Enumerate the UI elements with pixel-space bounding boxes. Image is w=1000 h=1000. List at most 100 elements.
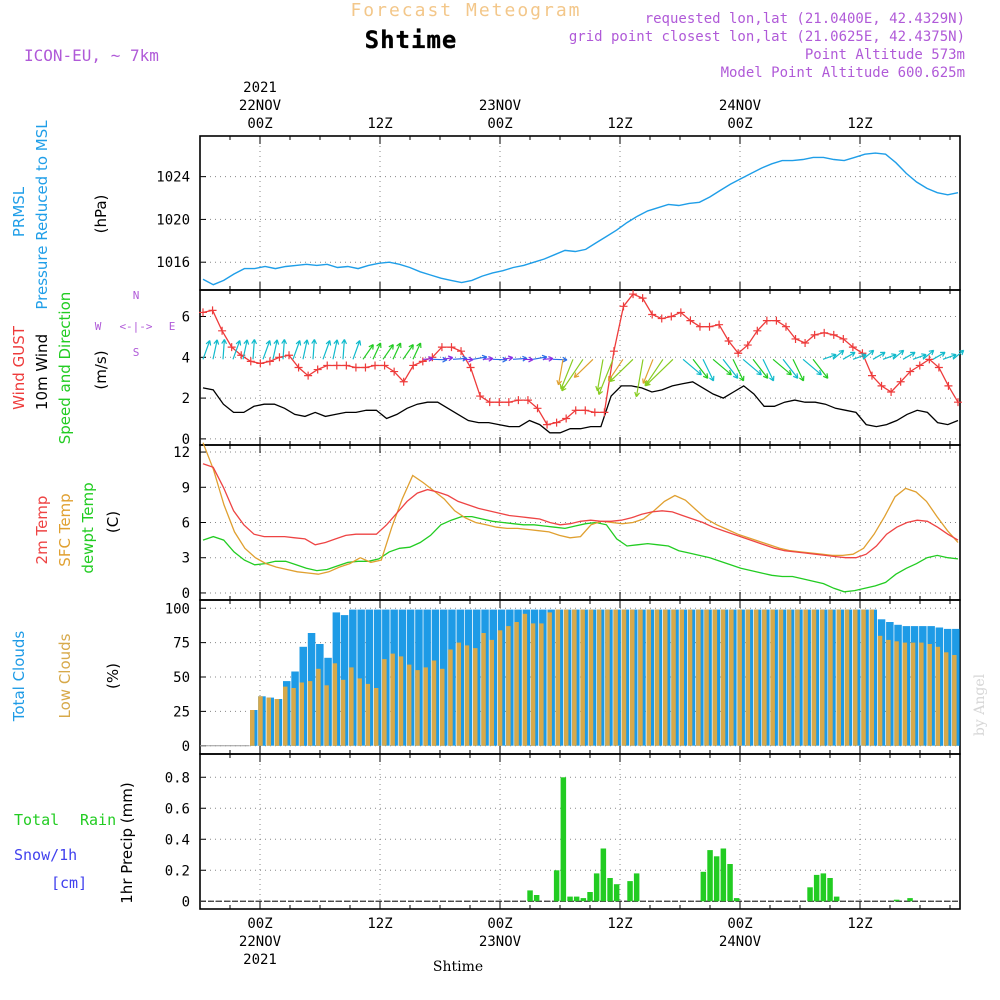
wind-gust-point (447, 343, 456, 352)
low-cloud-bar (481, 633, 486, 746)
wind-direction-arrow (822, 353, 837, 360)
low-cloud-bar (539, 623, 544, 746)
low-cloud-bar (332, 663, 338, 746)
wind-direction-arrow (942, 353, 957, 360)
clouds-ytick-label: 75 (173, 636, 190, 652)
wind-direction-arrow (772, 358, 792, 376)
wind-ytick-label: 6 (182, 310, 190, 326)
wind-gust-point (915, 361, 924, 370)
bottom-time-label: 24NOV (719, 934, 762, 950)
rain-bar (527, 890, 533, 902)
low-cloud-bar (630, 609, 635, 746)
low-cloud-bar (547, 612, 552, 746)
clouds-label-total: Total Clouds (10, 631, 28, 723)
low-cloud-bar (423, 667, 428, 746)
low-cloud-bar (687, 609, 693, 746)
rain-bar (567, 896, 573, 902)
wind-gust-point (218, 326, 227, 335)
wind-gust-point (944, 381, 953, 390)
wind-direction-arrow (952, 349, 965, 360)
low-cloud-bar (283, 686, 288, 746)
wind-direction-arrow (251, 339, 258, 360)
low-cloud-bar (506, 626, 511, 746)
wind-label-unit: (m/s) (92, 350, 110, 389)
wind-ytick-label: 4 (182, 350, 190, 366)
wind-direction-arrow (892, 349, 905, 360)
low-cloud-bar (704, 609, 709, 746)
wind-direction-arrow (412, 342, 422, 360)
wind-direction-arrow (722, 358, 739, 379)
rain-bar (727, 864, 733, 902)
clouds-ytick-label: 25 (173, 704, 190, 720)
low-cloud-bar (514, 622, 519, 746)
top-time-label: 12Z (607, 116, 632, 132)
wind-direction-arrow (281, 339, 288, 360)
wind-gust-point (781, 322, 790, 331)
low-cloud-bar (324, 685, 329, 746)
wind-direction-arrow (852, 353, 867, 360)
wind-direction-arrow (292, 340, 302, 360)
wind-gust-point (256, 359, 265, 368)
wind-gust-point (648, 310, 657, 319)
rain-bar (807, 887, 813, 902)
low-cloud-bar (382, 659, 387, 746)
wind-gust-point (590, 408, 599, 417)
top-time-label: 00Z (727, 116, 752, 132)
wind-direction-arrow (322, 340, 332, 360)
wind-direction-arrow (352, 340, 362, 360)
wind-gust-point (409, 361, 418, 370)
low-cloud-bar (894, 641, 899, 746)
wind-gust-point (925, 355, 934, 364)
low-cloud-bar (638, 609, 643, 746)
total-cloud-bar (373, 609, 382, 746)
low-cloud-bar (646, 609, 651, 746)
wind-gust-point (514, 396, 523, 405)
low-cloud-bar (349, 667, 354, 746)
precip-frame (199, 753, 961, 910)
low-cloud-bar (448, 649, 453, 746)
clouds-axis-label: Total Clouds Low Clouds (%) (10, 631, 122, 723)
top-time-label: 12Z (367, 116, 392, 132)
low-cloud-bar (919, 642, 924, 746)
wind-direction-arrow (242, 339, 250, 360)
wind-gust-point (476, 392, 485, 401)
wind-direction-arrow (382, 344, 394, 360)
watermark: by Angel (972, 673, 988, 736)
temp-ytick-label: 0 (182, 586, 190, 602)
wind-gust-point (810, 330, 819, 339)
low-cloud-bar (522, 613, 528, 746)
wind-gust-line (202, 293, 959, 426)
wind-gust-point (437, 343, 446, 352)
rain-bar (607, 878, 613, 902)
compass-south: S (133, 346, 140, 359)
low-cloud-bar (853, 609, 858, 746)
temp-ytick-label: 3 (182, 551, 190, 567)
wind-direction-arrow (272, 339, 280, 360)
wind-gust-point (285, 351, 294, 360)
pressure-ytick-label: 1016 (156, 255, 190, 271)
temp-ytick-label: 9 (182, 480, 190, 496)
clouds-ytick-label: 0 (182, 739, 190, 755)
model-name: ICON-EU, ~ 7km (24, 46, 159, 65)
low-cloud-bar (820, 609, 825, 746)
low-cloud-bar (406, 664, 412, 746)
low-cloud-bar (861, 609, 866, 746)
wind-gust-point (867, 371, 876, 380)
precip-ytick-label: 0.4 (165, 832, 190, 848)
low-cloud-bar (605, 609, 610, 746)
rain-bar (813, 874, 820, 902)
total-cloud-bar (357, 609, 365, 746)
wind-direction-arrow (702, 359, 715, 382)
wind-direction-arrow (442, 355, 454, 362)
wind-direction-arrow (902, 351, 916, 360)
clouds-label-low: Low Clouds (56, 633, 74, 718)
wind-direction-arrow (492, 356, 508, 363)
wind-direction-arrow (832, 349, 845, 360)
low-cloud-bar (696, 609, 701, 746)
low-cloud-bar (943, 652, 949, 746)
wind-gust-point (504, 398, 513, 407)
bottom-time-label: 12Z (607, 916, 632, 932)
wind-gust-point (265, 357, 274, 366)
wind-direction-arrow (422, 356, 434, 362)
precip-panel: 0 0.2 0.4 0.6 0.8 (165, 753, 961, 910)
